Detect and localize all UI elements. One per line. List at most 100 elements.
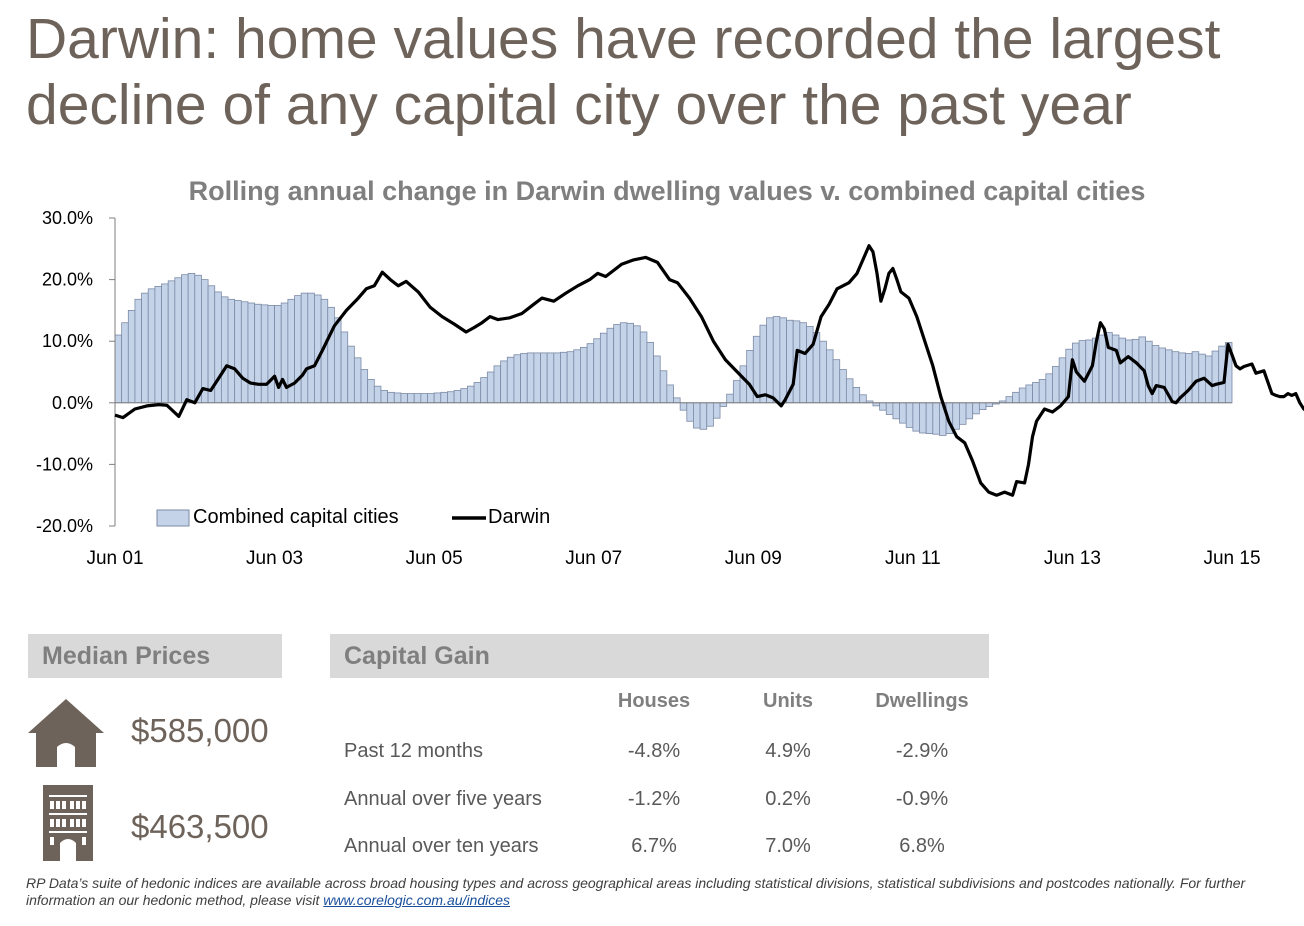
bar-combined-capitals (1171, 351, 1180, 404)
bar-combined-capitals (613, 324, 621, 404)
bar-combined-capitals (919, 402, 927, 434)
bar-combined-capitals (806, 326, 814, 404)
bar-combined-capitals (1191, 351, 1200, 404)
bar-combined-capitals (174, 277, 182, 404)
bar-combined-capitals (885, 402, 894, 415)
corelogic-indices-link[interactable]: www.corelogic.com.au/indices (323, 892, 511, 908)
x-tick-label: Jun 05 (406, 548, 463, 569)
bar-combined-capitals (214, 291, 222, 404)
bar-combined-capitals (533, 352, 541, 404)
bar-combined-capitals (1012, 391, 1020, 404)
value-dwellings-12m: -2.9% (895, 740, 949, 762)
bar-combined-capitals (845, 378, 854, 404)
apartment-building-icon (43, 785, 93, 861)
bar-combined-capitals (433, 392, 442, 404)
bar-combined-capitals (978, 402, 987, 410)
bar-combined-capitals (134, 298, 142, 404)
bar-combined-capitals (1018, 387, 1027, 404)
bar-combined-capitals (606, 327, 615, 404)
bar-combined-capitals (300, 292, 309, 404)
bar-combined-capitals (260, 304, 269, 404)
bar-combined-capitals (1058, 357, 1067, 404)
bar-combined-capitals (520, 353, 528, 404)
bar-combined-capitals (673, 397, 681, 404)
value-dwellings-10y: 6.8% (899, 835, 945, 857)
x-tick-label: Jun 15 (1203, 548, 1260, 569)
bar-combined-capitals (1158, 347, 1166, 404)
value-dwellings-5y: -0.9% (895, 788, 949, 810)
bar-combined-capitals (699, 402, 708, 430)
bar-combined-capitals (619, 322, 628, 404)
bar-combined-capitals (912, 402, 920, 432)
bar-combined-capitals (746, 350, 754, 404)
capital-gain-heading: Capital Gain (330, 634, 989, 678)
bar-combined-capitals (732, 380, 741, 404)
bar-combined-capitals (859, 394, 867, 404)
bar-combined-capitals (985, 402, 994, 407)
page-headline: Darwin: home values have recorded the la… (26, 7, 1221, 137)
bar-combined-capitals (852, 386, 861, 404)
bar-combined-capitals (959, 402, 967, 425)
y-tick-label: 0.0% (52, 393, 93, 413)
bar-combined-capitals (493, 365, 502, 404)
column-header-units: Units (763, 690, 813, 712)
legend-label-darwin: Darwin (488, 506, 550, 528)
bar-combined-capitals (526, 352, 535, 404)
x-tick-label: Jun 03 (246, 548, 303, 569)
bar-combined-capitals (420, 393, 428, 404)
bar-combined-capitals (666, 384, 674, 404)
row-label-past-12-months: Past 12 months (344, 740, 483, 762)
bar-combined-capitals (121, 322, 129, 404)
value-units-12m: 4.9% (765, 740, 811, 762)
bar-combined-capitals (639, 331, 648, 404)
bar-combined-capitals (353, 357, 362, 404)
bar-combined-capitals (201, 279, 209, 404)
bar-combined-capitals (546, 352, 555, 404)
house-median-price: $585,000 (131, 712, 269, 749)
bar-combined-capitals (440, 391, 448, 404)
bar-combined-capitals (240, 301, 249, 404)
bar-combined-capitals (759, 324, 767, 404)
bar-combined-capitals (540, 352, 548, 404)
column-header-dwellings: Dwellings (875, 690, 969, 712)
bar-series (114, 273, 1233, 436)
bar-combined-capitals (340, 331, 349, 404)
footnote-text: RP Data’s suite of hedonic indices are a… (26, 875, 1246, 908)
bar-combined-capitals (227, 298, 236, 404)
bar-combined-capitals (1185, 353, 1193, 404)
bar-combined-capitals (234, 300, 242, 404)
bar-combined-capitals (114, 334, 123, 404)
bar-combined-capitals (779, 317, 787, 404)
y-tick-label: -20.0% (36, 516, 93, 536)
bar-combined-capitals (147, 288, 156, 404)
bar-combined-capitals (1032, 382, 1040, 404)
bar-combined-capitals (360, 369, 369, 404)
bar-combined-capitals (154, 285, 162, 404)
bar-combined-capitals (327, 306, 335, 404)
median-prices-heading: Median Prices (28, 634, 282, 678)
bar-combined-capitals (932, 402, 940, 435)
bar-combined-capitals (899, 402, 907, 424)
bar-combined-capitals (267, 305, 275, 404)
bar-combined-capitals (892, 402, 900, 420)
x-tick-label: Jun 01 (86, 548, 143, 569)
legend-swatch-combined (156, 509, 190, 527)
bar-combined-capitals (712, 402, 721, 419)
chart-svg: 30.0% 20.0% 10.0% 0.0% -10.0% -20.0% Jun 01 Jun… (36, 208, 1304, 569)
bar-combined-capitals (706, 402, 714, 427)
bar-combined-capitals (220, 296, 229, 404)
value-units-10y: 7.0% (765, 835, 811, 857)
bar-combined-capitals (1005, 396, 1013, 404)
bar-combined-capitals (772, 316, 781, 404)
bar-combined-capitals (380, 390, 389, 404)
bar-combined-capitals (167, 280, 176, 404)
bar-combined-capitals (633, 325, 641, 404)
bar-combined-capitals (799, 322, 807, 404)
bar-combined-capitals (599, 332, 608, 404)
bar-combined-capitals (314, 294, 322, 404)
chart-title: Rolling annual change in Darwin dwelling… (188, 176, 1146, 206)
bar-combined-capitals (486, 371, 495, 404)
x-tick-label: Jun 09 (725, 548, 782, 569)
house-icon (28, 699, 104, 767)
x-tick-label: Jun 13 (1044, 548, 1101, 569)
